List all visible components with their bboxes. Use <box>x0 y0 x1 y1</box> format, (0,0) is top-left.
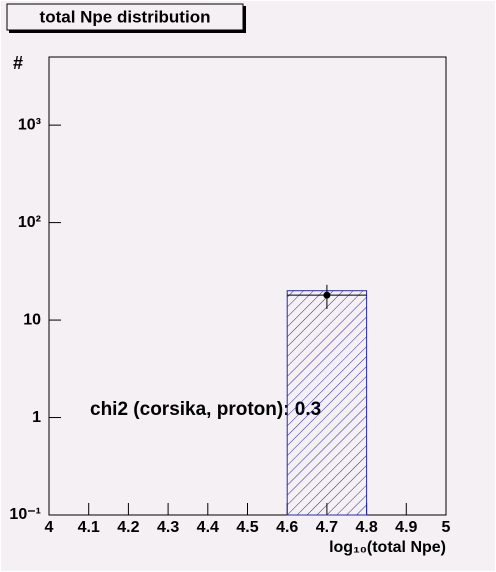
x-tick-label: 5 <box>442 519 451 536</box>
x-tick-label: 4.2 <box>117 519 139 536</box>
y-tick-label: 10 <box>23 311 41 328</box>
x-axis-label: log₁₀(total Npe) <box>329 539 446 556</box>
x-tick-label: 4.1 <box>78 519 100 536</box>
y-tick-label: 10² <box>18 214 41 231</box>
histogram-bar <box>286 290 368 516</box>
x-tick-label: 4.9 <box>395 519 417 536</box>
data-point <box>323 291 331 299</box>
y-tick-label: 10³ <box>18 116 41 133</box>
x-tick-label: 4.8 <box>355 519 377 536</box>
chart-title: total Npe distribution <box>40 7 211 26</box>
x-tick-label: 4 <box>45 519 54 536</box>
x-tick-label: 4.3 <box>157 519 179 536</box>
x-tick-label: 4.4 <box>197 519 219 536</box>
x-tick-label: 4.7 <box>316 519 338 536</box>
annotation: chi2 (corsika, proton): 0.3 <box>90 399 321 420</box>
x-tick-label: 4.5 <box>236 519 258 536</box>
y-tick-label: 10⁻¹ <box>9 506 41 523</box>
title-box <box>6 3 244 31</box>
x-tick-label: 4.6 <box>276 519 298 536</box>
y-axis-label: # <box>13 53 23 73</box>
y-tick-label: 1 <box>32 409 41 426</box>
